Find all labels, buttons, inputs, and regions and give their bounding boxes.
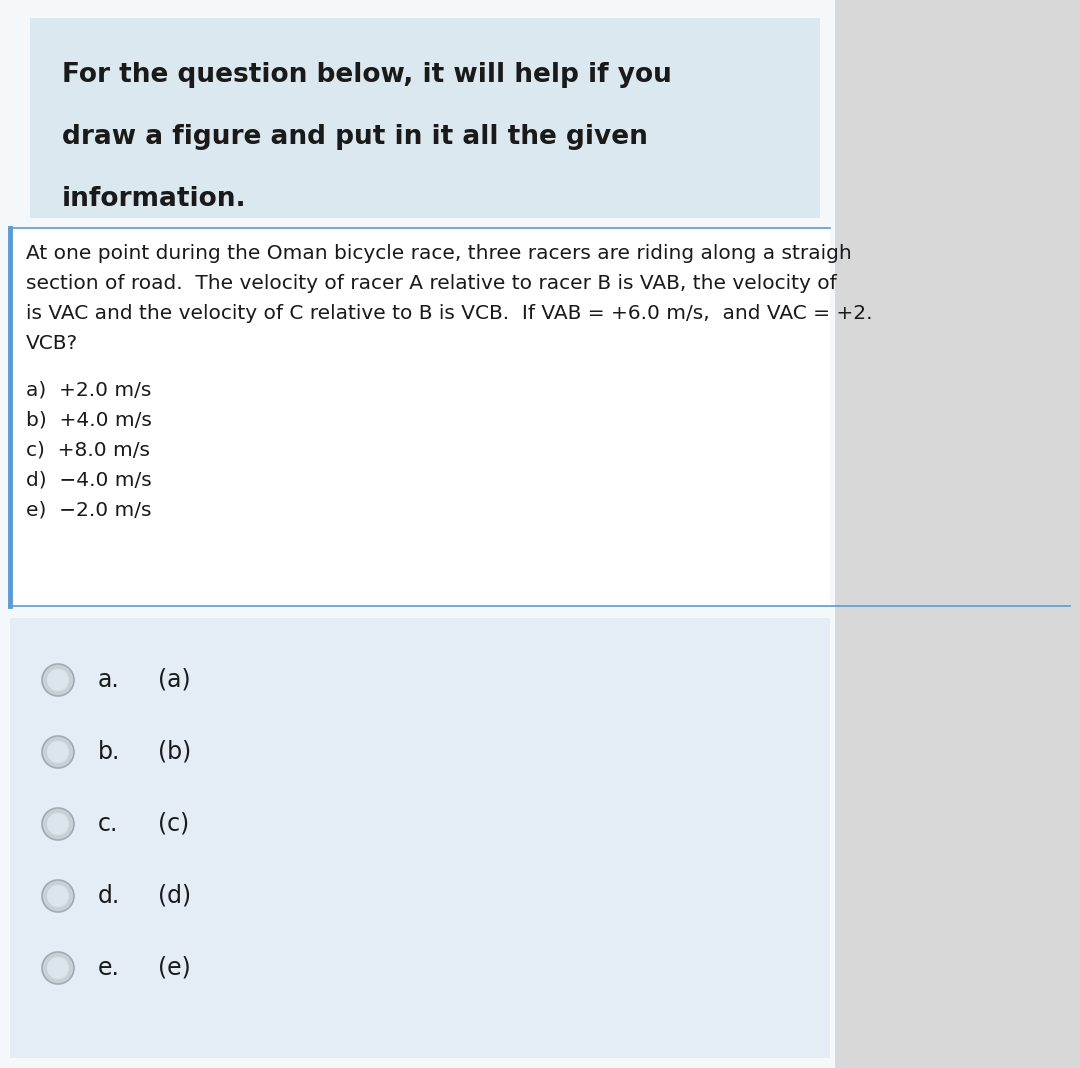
Circle shape (42, 952, 75, 984)
Text: (c): (c) (158, 812, 189, 836)
Text: At one point during the Oman bicycle race, three racers are riding along a strai: At one point during the Oman bicycle rac… (26, 244, 852, 263)
Text: (e): (e) (158, 956, 191, 980)
Bar (10, 618, 831, 1058)
Circle shape (48, 885, 69, 907)
Text: d.: d. (98, 884, 120, 908)
Circle shape (42, 664, 75, 696)
Text: is VAC and the velocity of C relative to B is VCB.  If VAB = +6.0 m/s,  and VAC : is VAC and the velocity of C relative to… (26, 304, 873, 323)
Text: b.: b. (98, 740, 120, 764)
Text: VCB?: VCB? (26, 334, 78, 354)
Circle shape (42, 808, 75, 841)
Text: d)  −4.0 m/s: d) −4.0 m/s (26, 470, 152, 489)
Text: (d): (d) (158, 884, 191, 908)
Circle shape (48, 669, 69, 691)
Text: c.: c. (98, 812, 119, 836)
Circle shape (48, 957, 69, 979)
Text: section of road.  The velocity of racer A relative to racer B is VAB, the veloci: section of road. The velocity of racer A… (26, 274, 837, 293)
Bar (10, 227, 831, 606)
Circle shape (48, 813, 69, 835)
Text: e)  −2.0 m/s: e) −2.0 m/s (26, 500, 151, 519)
Text: information.: information. (62, 186, 246, 213)
Bar (835, 0, 1080, 1068)
Circle shape (48, 741, 69, 763)
Circle shape (42, 736, 75, 768)
Text: e.: e. (98, 956, 120, 980)
Text: b)  +4.0 m/s: b) +4.0 m/s (26, 410, 152, 429)
Text: draw a figure and put in it all the given: draw a figure and put in it all the give… (62, 124, 648, 150)
Text: a.: a. (98, 668, 120, 692)
Text: c)  +8.0 m/s: c) +8.0 m/s (26, 440, 150, 459)
Text: (a): (a) (158, 668, 191, 692)
Bar (30, 18, 820, 218)
Text: a)  +2.0 m/s: a) +2.0 m/s (26, 380, 151, 399)
Text: For the question below, it will help if you: For the question below, it will help if … (62, 62, 672, 88)
Circle shape (42, 880, 75, 912)
Text: (b): (b) (158, 740, 191, 764)
